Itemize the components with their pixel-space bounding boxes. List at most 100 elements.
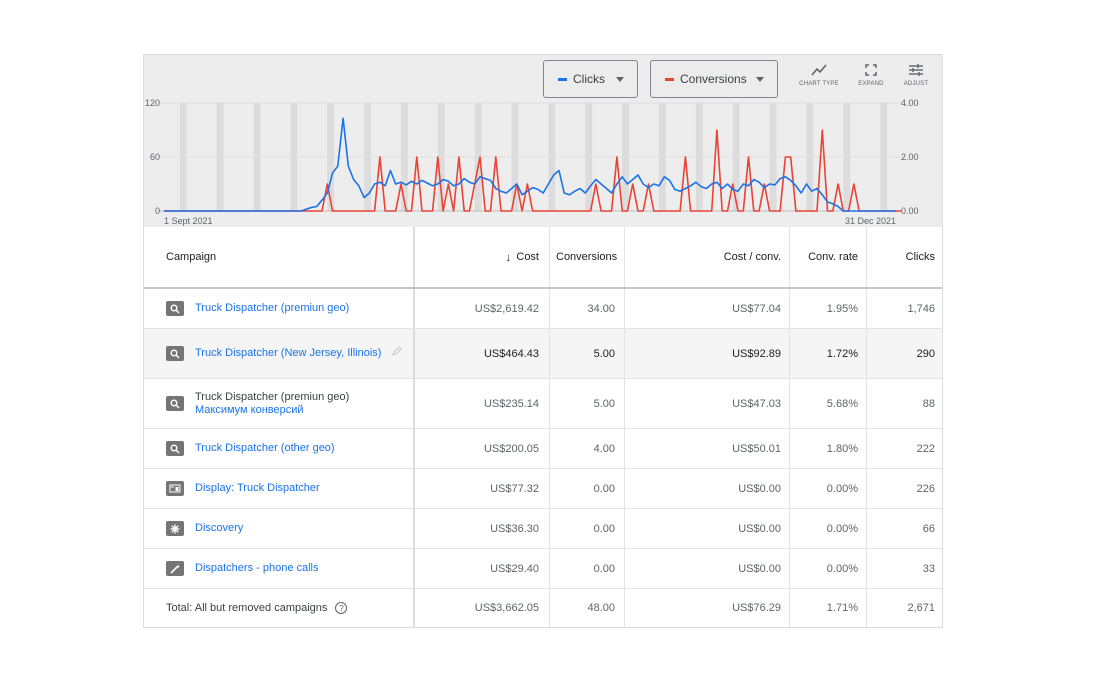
smart-campaign-icon (166, 561, 184, 576)
column-header-cost-label: Cost (516, 251, 539, 263)
cost-cell: US$200.05 (415, 429, 550, 468)
campaign-name-link[interactable]: Truck Dispatcher (New Jersey, Illinois) (195, 347, 382, 359)
total-cost-per-conv: US$76.29 (625, 589, 790, 627)
conversions-cell: 0.00 (550, 469, 625, 508)
conversions-cell: 4.00 (550, 429, 625, 468)
cost-per-conv-cell: US$0.00 (625, 469, 790, 508)
table-row[interactable]: Truck Dispatcher (New Jersey, Illinois) … (144, 329, 942, 379)
conversions-metric-select[interactable]: Conversions (650, 60, 778, 98)
campaign-cell: Truck Dispatcher (New Jersey, Illinois) (144, 329, 415, 378)
column-header-cost[interactable]: ↓ Cost (415, 227, 550, 287)
campaign-name-block: Truck Dispatcher (other geo) (195, 442, 335, 455)
x-axis-end-label: 31 Dec 2021 (845, 216, 896, 226)
campaign-name-block: Display: Truck Dispatcher (195, 482, 320, 495)
campaign-name-link[interactable]: Discovery (195, 522, 244, 534)
campaign-cell: Display: Truck Dispatcher (144, 469, 415, 508)
expand-button[interactable]: EXPAND (848, 63, 894, 87)
clicks-cell: 88 (922, 397, 935, 410)
adjust-button[interactable]: ADJUST (893, 63, 939, 87)
column-header-clicks[interactable]: Clicks (905, 251, 935, 263)
column-header-conversions[interactable]: Conversions (550, 227, 625, 287)
table-row[interactable]: Truck Dispatcher (other geo) US$200.05 4… (144, 429, 942, 469)
line-chart-icon (811, 64, 827, 76)
table-body: Truck Dispatcher (premiun geo) US$2,619.… (144, 289, 942, 589)
left-axis-tick: 60 (150, 152, 160, 162)
cost-cell: US$464.43 (415, 329, 550, 378)
clicks-cell: 1,746 (907, 302, 935, 315)
campaign-cell: Truck Dispatcher (premiun geo) (144, 289, 415, 328)
adjust-label: ADJUST (903, 81, 929, 87)
bid-strategy-link[interactable]: Максимум конверсий (195, 404, 304, 416)
conv-rate-cell: 0.00% (790, 469, 867, 508)
campaign-name-link: Truck Dispatcher (premiun geo) (195, 391, 350, 403)
right-axis-tick: 0.00 (901, 206, 919, 216)
table-row[interactable]: Dispatchers - phone calls US$29.40 0.00 … (144, 549, 942, 589)
campaigns-table: Campaign ↓ Cost Conversions Cost / conv.… (144, 227, 942, 627)
total-label-cell: Total: All but removed campaigns ? (144, 589, 415, 627)
cost-per-conv-cell: US$0.00 (625, 509, 790, 548)
clicks-swatch (558, 77, 567, 81)
clicks-metric-select[interactable]: Clicks (543, 60, 638, 98)
conv-rate-cell: 1.95% (790, 289, 867, 328)
cost-per-conv-cell: US$92.89 (625, 329, 790, 378)
help-icon[interactable]: ? (335, 602, 348, 614)
cost-cell: US$235.14 (415, 379, 550, 428)
clicks-cell: 222 (916, 442, 935, 455)
cost-per-conv-cell: US$0.00 (625, 549, 790, 588)
expand-label: EXPAND (858, 81, 884, 87)
chevron-down-icon (616, 76, 624, 82)
left-axis-tick: 0 (155, 206, 160, 216)
chart-type-label: CHART TYPE (799, 81, 839, 87)
conversions-cell: 34.00 (550, 289, 625, 328)
conv-rate-cell: 1.80% (790, 429, 867, 468)
cost-cell: US$77.32 (415, 469, 550, 508)
total-conversions: 48.00 (550, 589, 625, 627)
campaigns-panel: 0 60 120 0.00 2.00 4.00 1 Sept 2021 31 Dec 2021… (143, 54, 943, 628)
search-campaign-icon (166, 396, 184, 411)
column-header-conv-rate[interactable]: Conv. rate (790, 227, 867, 287)
left-axis-tick: 120 (145, 98, 160, 108)
campaign-name-block: Truck Dispatcher (premiun geo) (195, 302, 349, 315)
cost-cell: US$2,619.42 (415, 289, 550, 328)
right-axis-tick: 2.00 (901, 152, 919, 162)
table-header: Campaign ↓ Cost Conversions Cost / conv.… (144, 227, 942, 289)
pencil-icon[interactable] (391, 345, 403, 357)
campaign-name-block: Truck Dispatcher (premiun geo) Максимум … (195, 391, 349, 416)
clicks-cell: 33 (922, 562, 935, 575)
clicks-cell: 226 (916, 482, 935, 495)
tune-icon (909, 64, 923, 76)
column-header-cost-per-conv[interactable]: Cost / conv. (625, 227, 790, 287)
cost-per-conv-cell: US$50.01 (625, 429, 790, 468)
display-campaign-icon (166, 481, 184, 496)
clicks-metric-label: Clicks (573, 72, 605, 86)
table-row[interactable]: Discovery US$36.30 0.00 US$0.00 0.00% 66 (144, 509, 942, 549)
column-header-campaign[interactable]: Campaign (144, 227, 415, 287)
expand-icon (865, 64, 877, 76)
campaign-name-link[interactable]: Display: Truck Dispatcher (195, 482, 320, 494)
table-row[interactable]: Truck Dispatcher (premiun geo) US$2,619.… (144, 289, 942, 329)
chart-type-button[interactable]: CHART TYPE (796, 63, 842, 87)
conv-rate-cell: 0.00% (790, 549, 867, 588)
cost-cell: US$29.40 (415, 549, 550, 588)
campaign-name-link[interactable]: Truck Dispatcher (premiun geo) (195, 302, 350, 314)
conversions-metric-label: Conversions (680, 72, 747, 86)
campaign-name-block: Dispatchers - phone calls (195, 562, 319, 575)
search-campaign-icon (166, 346, 184, 361)
arrow-down-icon: ↓ (505, 250, 512, 264)
campaign-name-link[interactable]: Truck Dispatcher (other geo) (195, 442, 335, 454)
clicks-cell: 66 (922, 522, 935, 535)
campaign-cell: Truck Dispatcher (other geo) (144, 429, 415, 468)
campaign-cell: Discovery (144, 509, 415, 548)
campaign-name-block: Truck Dispatcher (New Jersey, Illinois) (195, 347, 381, 360)
campaign-cell: Truck Dispatcher (premiun geo) Максимум … (144, 379, 415, 428)
conversions-series-line (164, 129, 902, 212)
clicks-series-line (164, 117, 896, 212)
campaign-name-link[interactable]: Dispatchers - phone calls (195, 562, 319, 574)
table-row[interactable]: Truck Dispatcher (premiun geo) Максимум … (144, 379, 942, 429)
campaign-name-block: Discovery (195, 522, 243, 535)
search-campaign-icon (166, 301, 184, 316)
right-axis-tick: 4.00 (901, 98, 919, 108)
cost-per-conv-cell: US$47.03 (625, 379, 790, 428)
total-clicks: 2,671 (907, 602, 935, 614)
table-row[interactable]: Display: Truck Dispatcher US$77.32 0.00 … (144, 469, 942, 509)
